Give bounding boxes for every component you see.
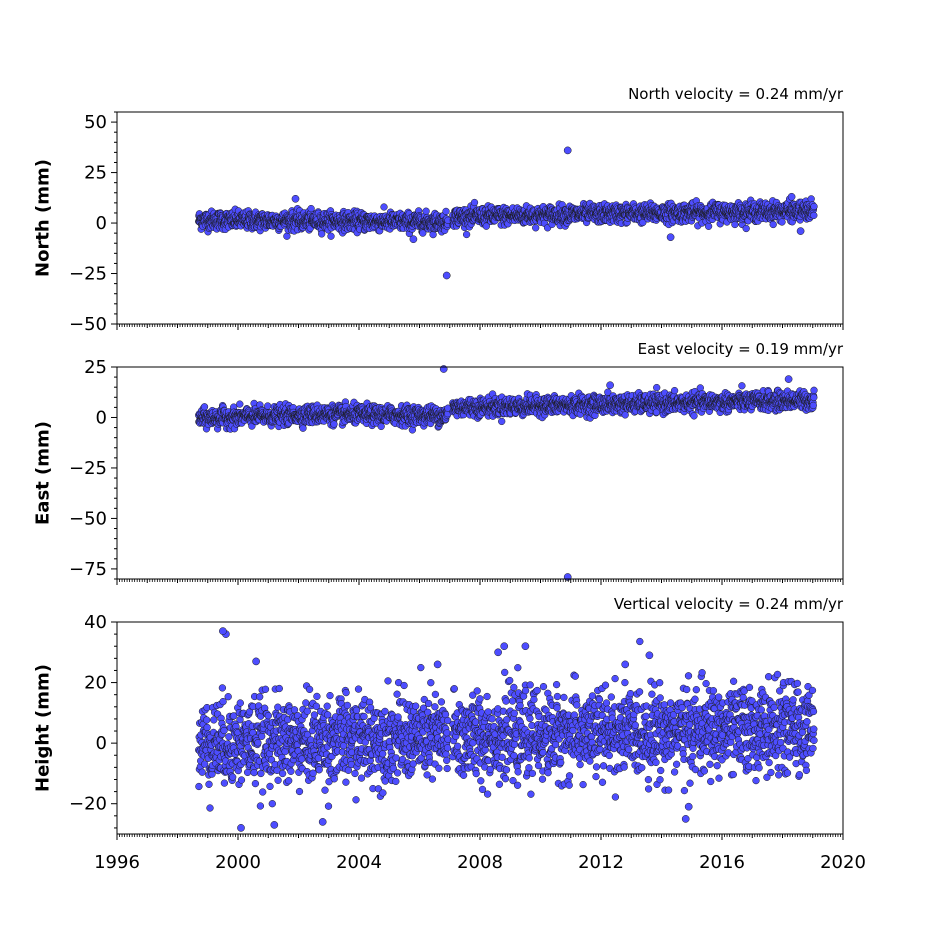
east-data-point: [690, 412, 698, 420]
east-data-point: [200, 403, 209, 411]
north-data-point: [327, 232, 335, 240]
north-scatter-points: [195, 146, 818, 280]
east-data-point: [264, 402, 272, 410]
north-panel: 50 25 0 −25 −50 North (mm) North velocity = …: [32, 85, 844, 335]
east-data-point: [738, 382, 746, 390]
north-data-point: [442, 207, 450, 216]
north-data-point: [810, 211, 818, 220]
north-data-point: [380, 203, 388, 211]
north-data-point: [704, 222, 713, 230]
north-outlier-point: [291, 194, 300, 203]
north-data-point: [470, 198, 479, 207]
north-data-point: [742, 224, 750, 233]
east-data-point: [498, 417, 506, 426]
north-data-point: [283, 232, 291, 240]
north-velocity-annotation: North velocity = 0.24 mm/yr: [628, 85, 844, 103]
north-data-point: [532, 224, 540, 232]
north-y-axis-label: North (mm): [32, 159, 53, 277]
north-outlier-point: [796, 227, 805, 235]
north-y-tick-label: 25: [84, 163, 107, 184]
east-data-point: [670, 386, 679, 395]
north-y-tick-label: 0: [96, 213, 107, 234]
east-data-point: [653, 383, 661, 392]
north-data-point: [807, 195, 815, 203]
north-data-point: [307, 204, 315, 213]
north-y-tick-label: 50: [84, 112, 107, 133]
east-data-point: [377, 422, 385, 431]
north-outlier-point: [409, 235, 418, 244]
north-data-point: [810, 202, 818, 211]
east-data-point: [299, 424, 307, 432]
east-data-point: [236, 400, 244, 408]
north-outlier-point: [563, 146, 572, 155]
north-data-point: [318, 230, 326, 238]
north-outlier-point: [666, 233, 675, 242]
north-outlier-point: [442, 271, 451, 280]
north-y-tick-label: −50: [69, 314, 107, 335]
east-data-point: [330, 420, 338, 428]
north-y-tick-label: −25: [69, 264, 107, 285]
north-data-point: [778, 218, 786, 226]
north-data-point: [462, 230, 471, 239]
north-data-point: [769, 220, 777, 229]
north-outlier-point: [787, 192, 796, 201]
north-data-point: [422, 207, 430, 215]
